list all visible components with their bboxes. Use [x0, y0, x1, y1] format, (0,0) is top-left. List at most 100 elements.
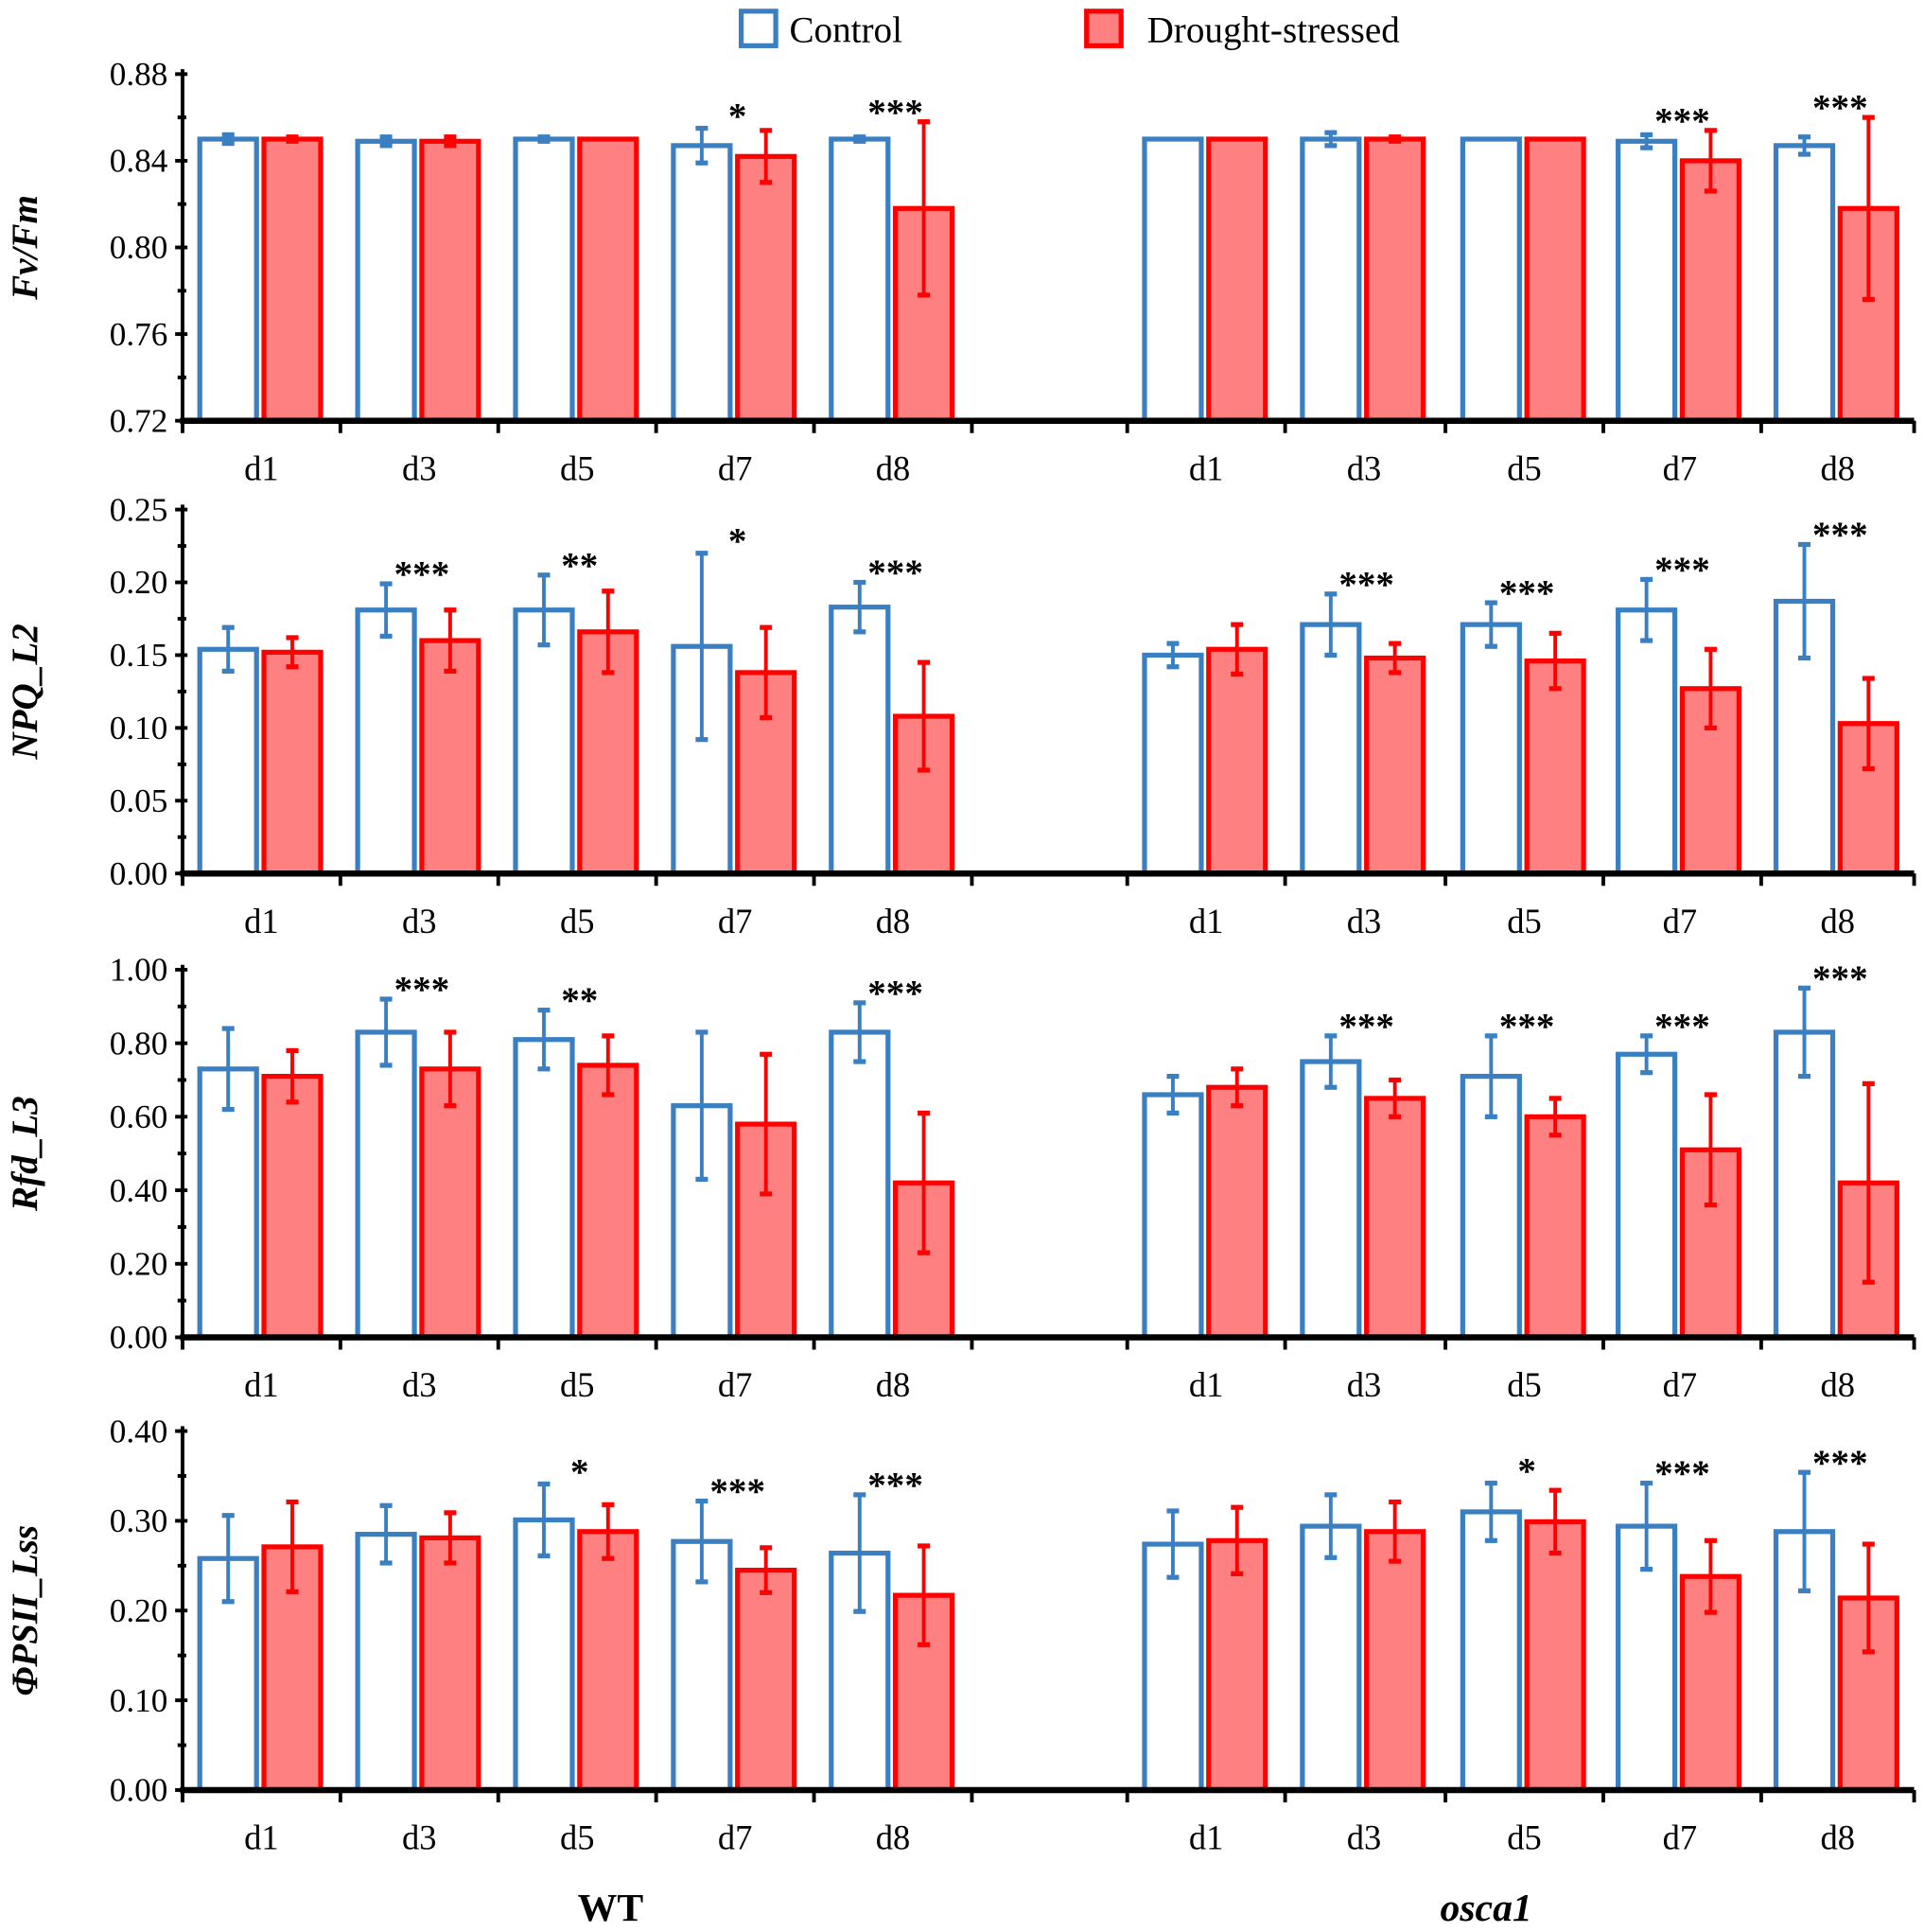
x-tick-label: d7 — [1663, 902, 1698, 940]
control-bar-osca1-d7 — [1616, 1051, 1678, 1341]
legend-drought-label: Drought-stressed — [1147, 9, 1401, 50]
x-tick-label: d3 — [1347, 1365, 1382, 1404]
group-label-wt: WT — [578, 1887, 644, 1930]
y-tick-label: 0.00 — [110, 855, 168, 892]
x-tick-label: d5 — [1507, 1818, 1542, 1857]
significance-marker: *** — [867, 1466, 923, 1506]
y-tick-label: 0.80 — [110, 1025, 168, 1062]
drought-bar-WT-d5 — [577, 136, 639, 424]
y-tick-label: 0.30 — [110, 1502, 168, 1539]
group-label-osca1: osca1 — [1440, 1887, 1531, 1930]
x-tick-label: d1 — [244, 1365, 279, 1404]
drought-bar-osca1-d3 — [1364, 136, 1426, 424]
significance-marker: ** — [561, 545, 598, 586]
x-tick-label: d1 — [244, 448, 279, 487]
y-axis-label: NPQ_L2 — [5, 624, 45, 760]
control-bar-WT-d8 — [829, 1029, 891, 1341]
y-tick-label: 0.10 — [110, 1682, 168, 1719]
y-axis-label: ΦPSII_Lss — [5, 1525, 45, 1696]
x-tick-label: d1 — [244, 1818, 279, 1857]
x-tick-label: d1 — [244, 902, 279, 940]
drought-bar-WT-d1 — [261, 1073, 324, 1341]
legend-control-swatch — [739, 9, 778, 48]
significance-marker: *** — [867, 553, 923, 593]
x-tick-label: d7 — [718, 1365, 753, 1404]
y-tick-label: 0.00 — [110, 1319, 168, 1356]
y-tick-label: 0.84 — [110, 143, 168, 180]
panel-1: Fv/Fm0.720.760.800.840.88* *** *** ***d1 d3 d… — [5, 56, 1916, 487]
x-tick-label: d7 — [718, 448, 753, 487]
control-bar-osca1-d5 — [1460, 622, 1522, 876]
control-bar-osca1-d7 — [1616, 607, 1678, 876]
control-bar-osca1-d5 — [1460, 136, 1522, 424]
significance-marker: *** — [1812, 1443, 1868, 1484]
drought-bar-WT-d1 — [261, 136, 324, 424]
x-tick-label: d8 — [876, 1818, 910, 1857]
x-tick-label: d8 — [876, 448, 910, 487]
x-tick-label: d5 — [560, 902, 595, 940]
x-tick-label: d8 — [1820, 1818, 1855, 1857]
y-tick-label: 0.15 — [110, 637, 168, 674]
drought-bar-WT-d7 — [735, 1567, 797, 1793]
y-tick-label: 0.25 — [110, 491, 168, 528]
control-bar-osca1-d3 — [1300, 622, 1362, 876]
x-tick-label: d7 — [1663, 1818, 1698, 1857]
x-tick-label: d8 — [1820, 448, 1855, 487]
significance-marker: *** — [1654, 100, 1710, 141]
control-bar-WT-d8 — [829, 136, 891, 424]
x-tick-label: d5 — [560, 1365, 595, 1404]
control-bar-WT-d1 — [197, 136, 259, 424]
control-bar-osca1-d5 — [1460, 1509, 1522, 1793]
y-tick-label: 0.40 — [110, 1413, 168, 1449]
significance-marker: *** — [1654, 1453, 1710, 1494]
significance-marker: *** — [867, 973, 923, 1013]
significance-marker: *** — [1499, 573, 1555, 614]
drought-bar-osca1-d1 — [1206, 136, 1268, 424]
drought-bar-WT-d1 — [261, 649, 324, 876]
control-bar-osca1-d1 — [1142, 1092, 1204, 1341]
y-tick-label: 0.88 — [110, 56, 168, 93]
y-tick-label: 0.80 — [110, 229, 168, 266]
drought-bar-osca1-d1 — [1206, 1084, 1268, 1341]
x-tick-label: d5 — [1507, 1365, 1542, 1404]
x-tick-label: d7 — [1663, 1365, 1698, 1404]
control-bar-WT-d1 — [197, 646, 259, 876]
control-bar-WT-d5 — [513, 1517, 575, 1793]
x-tick-label: d7 — [718, 902, 753, 940]
y-axis-label: Fv/Fm — [5, 195, 45, 301]
x-tick-label: d3 — [1347, 448, 1382, 487]
significance-marker: *** — [1338, 1006, 1394, 1046]
drought-bar-osca1-d3 — [1364, 655, 1426, 876]
control-bar-osca1-d7 — [1616, 138, 1678, 424]
x-tick-label: d1 — [1189, 902, 1224, 940]
x-tick-label: d1 — [1189, 1365, 1224, 1404]
drought-bar-osca1-d1 — [1206, 646, 1268, 876]
drought-bar-WT-d3 — [419, 1066, 481, 1341]
significance-marker: *** — [709, 1471, 765, 1512]
significance-marker: *** — [1654, 550, 1710, 590]
y-tick-label: 0.76 — [110, 316, 168, 353]
control-bar-WT-d5 — [513, 607, 575, 876]
significance-marker: *** — [394, 554, 450, 595]
significance-marker: ** — [561, 980, 598, 1021]
control-bar-osca1-d1 — [1142, 1541, 1204, 1793]
control-bar-WT-d7 — [671, 143, 733, 424]
control-bar-WT-d8 — [829, 605, 891, 876]
x-tick-label: d5 — [560, 1818, 595, 1857]
drought-bar-osca1-d3 — [1364, 1096, 1426, 1341]
y-tick-label: 0.40 — [110, 1172, 168, 1209]
legend-control-label: Control — [789, 9, 902, 50]
significance-marker: * — [728, 521, 747, 562]
y-tick-label: 0.10 — [110, 710, 168, 746]
legend-drought-swatch — [1084, 9, 1124, 48]
x-tick-label: d1 — [1189, 1818, 1224, 1857]
significance-marker: * — [728, 97, 747, 137]
control-bar-osca1-d8 — [1773, 1029, 1836, 1341]
control-bar-WT-d3 — [355, 1029, 417, 1341]
x-tick-label: d5 — [1507, 448, 1542, 487]
x-tick-label: d8 — [1820, 1365, 1855, 1404]
drought-bar-WT-d7 — [735, 153, 797, 424]
significance-marker: *** — [867, 92, 923, 132]
